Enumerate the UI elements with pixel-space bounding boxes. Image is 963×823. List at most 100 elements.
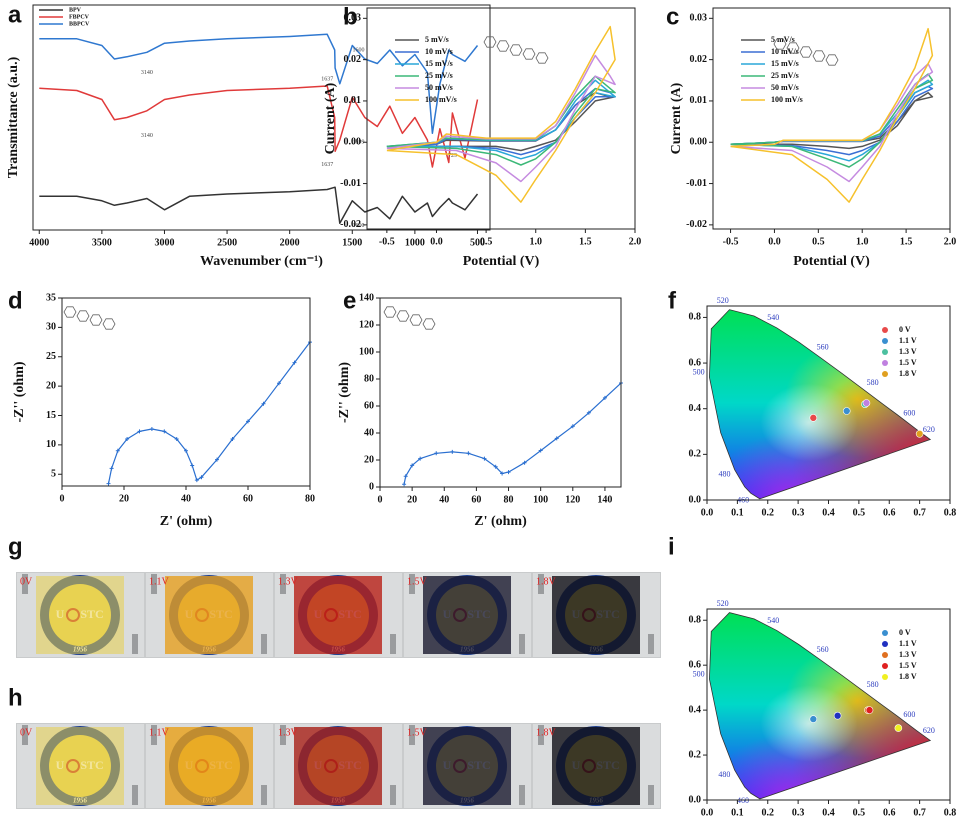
ec-film <box>552 727 640 805</box>
molecule-ring <box>522 48 536 60</box>
legend-label: 25 mV/s <box>425 71 453 80</box>
data-marker <box>292 360 297 365</box>
y-tick-label: 0.03 <box>344 13 362 24</box>
x-tick-label: 60 <box>471 494 481 505</box>
data-marker <box>410 463 415 468</box>
y-tick-label: 0.4 <box>689 704 702 715</box>
clip-reflection <box>648 634 654 654</box>
y-tick-label: 0.01 <box>344 95 362 106</box>
ec-film <box>294 727 382 805</box>
x-tick-label: 0.0 <box>701 807 714 818</box>
data-marker <box>137 429 142 434</box>
clip-reflection <box>132 785 138 805</box>
voltage-label: 1.3V <box>278 727 299 738</box>
legend-marker <box>882 674 888 680</box>
molecule-ring <box>509 44 523 56</box>
x-tick-label: 0.4 <box>822 507 835 518</box>
panel-label: c <box>666 3 679 30</box>
annotation: 3140 <box>141 133 153 139</box>
wavelength-label: 580 <box>867 680 879 689</box>
x-tick-label: 0.4 <box>822 807 835 818</box>
data-marker <box>403 474 408 479</box>
y-tick-label: 0.00 <box>690 137 708 148</box>
legend-label: FBPCV <box>69 14 90 20</box>
y-tick-label: 20 <box>46 380 56 391</box>
molecule-ring <box>825 54 839 66</box>
wavelength-label: 540 <box>767 616 779 625</box>
x-tick-label: 1.0 <box>529 236 542 247</box>
data-marker <box>277 381 281 386</box>
wavelength-label: 500 <box>693 670 705 679</box>
molecule-ring <box>773 38 787 50</box>
legend-label: 1.8 V <box>899 672 917 681</box>
x-tick-label: 80 <box>504 494 514 505</box>
legend-marker <box>882 630 888 636</box>
molecule-ring <box>786 42 800 54</box>
y-axis-label: -Z'' (ohm) <box>12 361 27 422</box>
panel-label: d <box>8 287 23 314</box>
x-tick-label: 3500 <box>92 237 112 248</box>
x-tick-label: 0.1 <box>731 507 744 518</box>
x-tick-label: -0.5 <box>379 236 395 247</box>
legend-label: 1.5 V <box>899 358 917 367</box>
voltage-label: 0V <box>20 576 33 587</box>
data-marker <box>174 437 179 441</box>
gamut-fill <box>709 612 931 799</box>
x-tick-label: 100 <box>533 494 548 505</box>
y-axis-label: Current (A) <box>323 82 338 154</box>
molecule-ring <box>483 36 497 48</box>
data-marker <box>402 482 407 487</box>
panel-label: h <box>8 684 23 711</box>
wavelength-label: 480 <box>718 770 730 779</box>
clip-reflection <box>390 634 396 654</box>
y-tick-label: 5 <box>51 469 56 480</box>
molecule-ring <box>102 318 116 330</box>
molecule-ring <box>496 40 510 52</box>
x-tick-label: 500 <box>470 237 485 248</box>
clip-reflection <box>538 574 544 594</box>
legend-marker <box>882 371 888 377</box>
molecule-ring <box>409 314 423 326</box>
x-tick-label: 0.0 <box>768 236 781 247</box>
data-marker <box>493 464 498 469</box>
ec-film <box>423 727 511 805</box>
panel-label: g <box>8 533 23 560</box>
gamut-layer <box>709 612 931 799</box>
panel-label: i <box>668 533 675 560</box>
voltage-label: 1.3V <box>278 576 299 587</box>
annotation: 1637 <box>321 77 333 83</box>
x-tick-label: 1500 <box>342 237 362 248</box>
ec-film <box>165 576 253 654</box>
clip-reflection <box>261 785 267 805</box>
legend-label: 1.5 V <box>899 661 917 670</box>
wavelength-label: 600 <box>903 710 915 719</box>
data-point <box>809 715 818 723</box>
y-tick-label: 0 <box>369 481 374 492</box>
legend-marker <box>882 338 888 344</box>
wavelength-label: 620 <box>923 425 935 434</box>
clip-reflection <box>280 574 286 594</box>
ec-film <box>36 727 124 805</box>
data-marker <box>261 401 266 406</box>
y-tick-label: 0.8 <box>689 312 702 323</box>
legend-label: BBPCV <box>69 21 90 27</box>
x-tick-label: 20 <box>407 494 417 505</box>
x-tick-label: 60 <box>243 493 253 504</box>
data-marker <box>506 470 511 475</box>
legend-label: 50 mV/s <box>425 83 453 92</box>
annotation: 1599 <box>353 140 365 146</box>
x-tick-label: 0.5 <box>812 236 825 247</box>
x-tick-label: 1000 <box>405 237 425 248</box>
x-tick-label: 80 <box>305 493 315 504</box>
series-line <box>730 27 934 203</box>
clip-reflection <box>132 634 138 654</box>
annotation: 1600 <box>353 47 365 53</box>
wavelength-label: 580 <box>867 378 879 387</box>
x-tick-label: -0.5 <box>723 236 739 247</box>
x-tick-label: 120 <box>565 494 580 505</box>
y-tick-label: 0.2 <box>689 749 702 760</box>
data-marker <box>500 471 505 476</box>
molecule-ring <box>89 314 103 326</box>
x-tick-label: 4000 <box>29 237 49 248</box>
y-tick-label: 140 <box>359 292 374 303</box>
